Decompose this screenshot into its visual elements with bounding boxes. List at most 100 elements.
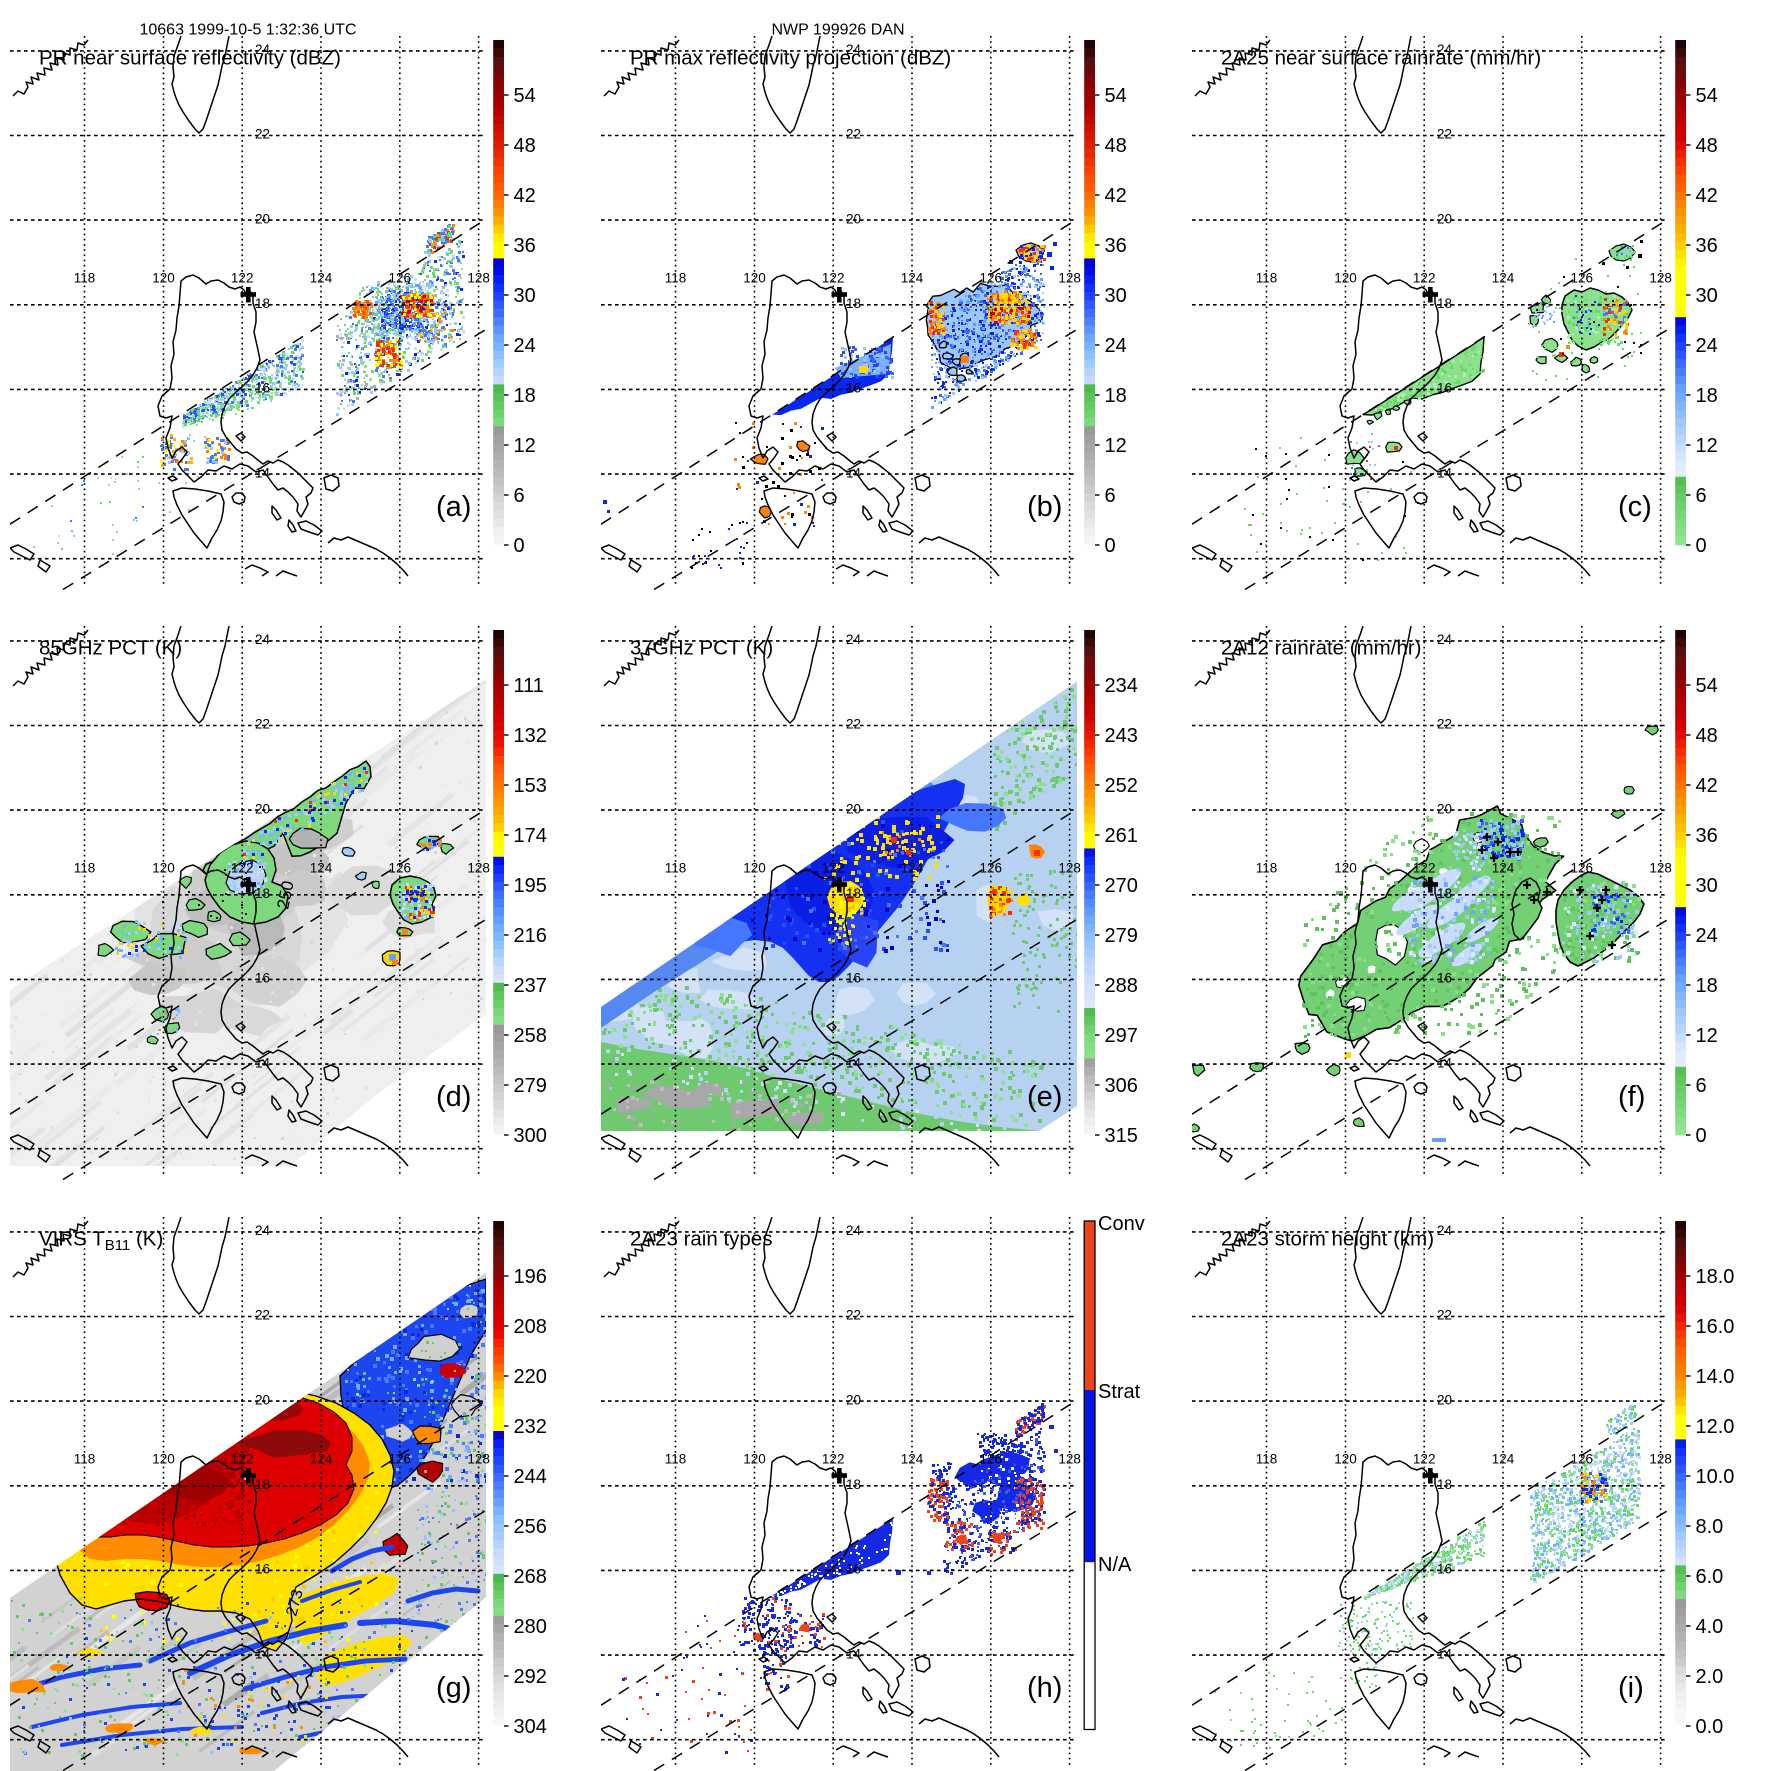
svg-text:24: 24 (1105, 335, 1127, 357)
svg-text:297: 297 (1105, 1025, 1138, 1047)
svg-text:216: 216 (514, 925, 547, 947)
svg-text:(c): (c) (1618, 491, 1652, 523)
svg-text:42: 42 (1696, 775, 1718, 797)
svg-text:24: 24 (255, 42, 271, 57)
svg-text:174: 174 (514, 825, 547, 847)
svg-text:16: 16 (846, 381, 861, 396)
svg-text:54: 54 (1696, 85, 1718, 107)
svg-text:118: 118 (1256, 1452, 1278, 1467)
svg-text:(b): (b) (1027, 491, 1062, 523)
svg-text:122: 122 (231, 1452, 254, 1467)
svg-text:6: 6 (514, 485, 525, 507)
svg-text:18: 18 (846, 886, 861, 901)
svg-text:42: 42 (514, 185, 536, 207)
svg-text:14: 14 (1437, 1055, 1453, 1070)
svg-text:18: 18 (514, 385, 536, 407)
svg-text:36: 36 (1696, 825, 1718, 847)
svg-text:120: 120 (1334, 861, 1357, 876)
svg-text:288: 288 (1105, 975, 1138, 997)
svg-text:118: 118 (665, 861, 687, 876)
svg-text:256: 256 (514, 1516, 547, 1538)
svg-text:120: 120 (1334, 271, 1357, 286)
svg-text:(h): (h) (1027, 1672, 1062, 1704)
svg-text:20: 20 (846, 801, 861, 816)
svg-text:30: 30 (1105, 285, 1127, 307)
svg-text:122: 122 (822, 861, 845, 876)
svg-text:(i): (i) (1618, 1672, 1644, 1704)
svg-text:122: 122 (1413, 271, 1436, 286)
svg-text:2A12 rainrate (mm/hr): 2A12 rainrate (mm/hr) (1221, 637, 1422, 660)
svg-text:18: 18 (1437, 886, 1452, 901)
svg-text:118: 118 (1256, 271, 1278, 286)
svg-text:300: 300 (514, 1125, 547, 1147)
svg-text:270: 270 (1105, 875, 1138, 897)
svg-text:14: 14 (255, 465, 271, 480)
svg-text:124: 124 (1492, 861, 1515, 876)
svg-text:315: 315 (1105, 1125, 1138, 1147)
svg-text:120: 120 (743, 1452, 766, 1467)
svg-text:126: 126 (980, 1452, 1003, 1467)
svg-text:120: 120 (743, 861, 766, 876)
svg-text:126: 126 (389, 861, 412, 876)
svg-text:24: 24 (255, 632, 271, 647)
svg-text:48: 48 (1696, 135, 1718, 157)
svg-text:20: 20 (255, 211, 270, 226)
svg-text:10663 1999-10-5 1:32:36 UTC: 10663 1999-10-5 1:32:36 UTC (139, 22, 356, 39)
svg-text:124: 124 (1492, 1452, 1515, 1467)
svg-text:124: 124 (901, 1452, 924, 1467)
svg-text:124: 124 (901, 271, 924, 286)
svg-text:18: 18 (255, 1477, 270, 1492)
svg-text:16: 16 (846, 1562, 861, 1577)
svg-text:126: 126 (389, 271, 412, 286)
svg-text:16: 16 (255, 381, 270, 396)
svg-text:208: 208 (514, 1316, 547, 1338)
svg-text:4.0: 4.0 (1696, 1616, 1724, 1638)
svg-text:20: 20 (255, 1392, 270, 1407)
svg-text:128: 128 (1649, 1452, 1672, 1467)
svg-text:261: 261 (1105, 825, 1138, 847)
svg-text:18: 18 (255, 296, 270, 311)
svg-text:Strat: Strat (1098, 1381, 1141, 1403)
svg-text:(a): (a) (436, 491, 471, 523)
svg-text:122: 122 (822, 271, 845, 286)
svg-text:237: 237 (514, 975, 547, 997)
svg-text:22: 22 (1437, 127, 1452, 142)
svg-text:42: 42 (1696, 185, 1718, 207)
svg-text:2.0: 2.0 (1696, 1666, 1724, 1688)
svg-text:36: 36 (1696, 235, 1718, 257)
svg-text:120: 120 (152, 1452, 175, 1467)
svg-text:118: 118 (74, 1452, 96, 1467)
svg-text:NWP 199926 DAN: NWP 199926 DAN (771, 22, 904, 39)
svg-text:54: 54 (1696, 675, 1718, 697)
svg-text:18.0: 18.0 (1696, 1266, 1735, 1288)
svg-text:24: 24 (255, 1223, 271, 1238)
svg-text:111: 111 (514, 675, 544, 697)
svg-text:42: 42 (1105, 185, 1127, 207)
svg-text:20: 20 (846, 1392, 861, 1407)
svg-text:(g): (g) (436, 1672, 471, 1704)
svg-text:14: 14 (846, 1055, 862, 1070)
svg-text:252: 252 (1105, 775, 1138, 797)
svg-text:22: 22 (1437, 1308, 1452, 1323)
svg-text:N/A: N/A (1098, 1554, 1132, 1576)
svg-text:18: 18 (1696, 385, 1718, 407)
svg-text:10.0: 10.0 (1696, 1466, 1735, 1488)
svg-text:124: 124 (901, 861, 924, 876)
svg-text:48: 48 (1696, 725, 1718, 747)
svg-text:6: 6 (1105, 485, 1116, 507)
svg-text:128: 128 (467, 271, 490, 286)
svg-text:126: 126 (1571, 1452, 1594, 1467)
svg-text:18: 18 (846, 296, 861, 311)
svg-text:18: 18 (1105, 385, 1127, 407)
svg-text:258: 258 (514, 1025, 547, 1047)
svg-text:16: 16 (1437, 1562, 1452, 1577)
svg-text:(e): (e) (1027, 1081, 1062, 1113)
svg-text:122: 122 (822, 1452, 845, 1467)
svg-text:14: 14 (846, 465, 862, 480)
svg-text:18: 18 (1437, 296, 1452, 311)
svg-text:6.0: 6.0 (1696, 1566, 1724, 1588)
svg-text:16: 16 (1437, 971, 1452, 986)
svg-text:18: 18 (1696, 975, 1718, 997)
svg-text:8.0: 8.0 (1696, 1516, 1724, 1538)
svg-text:12: 12 (1696, 1025, 1718, 1047)
